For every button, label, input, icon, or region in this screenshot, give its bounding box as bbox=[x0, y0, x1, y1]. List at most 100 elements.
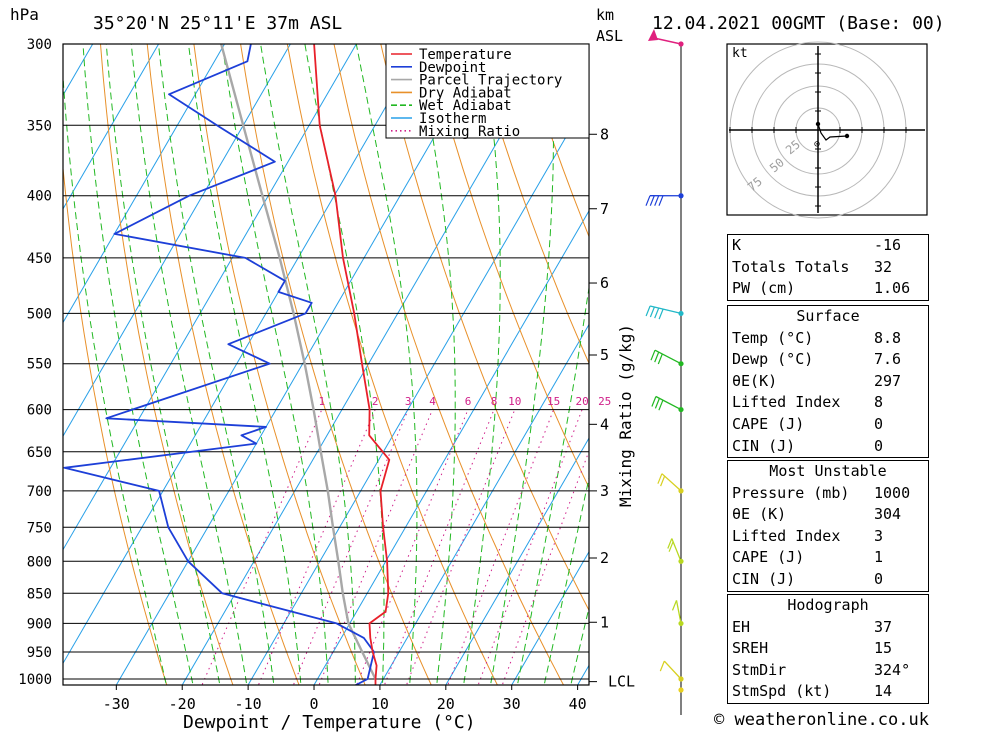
height-tick-label: 6 bbox=[600, 274, 609, 292]
dry-adiabat-line bbox=[988, 44, 1000, 700]
index-value: 1.06 bbox=[874, 279, 911, 298]
wind-barb bbox=[675, 600, 682, 624]
most-unstable-row: CAPE (J) 1 bbox=[728, 547, 928, 569]
temperature-tick-label: 0 bbox=[309, 695, 318, 713]
hodograph-trace bbox=[817, 123, 848, 141]
mixing-ratio-line bbox=[292, 409, 409, 685]
isotherm-line bbox=[247, 96, 589, 685]
wind-barb bbox=[653, 37, 682, 45]
wind-barb-feather bbox=[654, 195, 660, 206]
wet-adiabat-line bbox=[63, 69, 167, 685]
wind-barb-feather bbox=[654, 351, 660, 363]
most-unstable-value: 1 bbox=[874, 548, 884, 567]
most-unstable-label: Lifted Index bbox=[732, 526, 841, 545]
mixing-ratio-labels: 1 2 3 4 6 8 10 15 20 25 bbox=[318, 395, 611, 408]
most-unstable-label: CIN (J) bbox=[732, 569, 796, 588]
hodograph-unit-label: kt bbox=[732, 46, 748, 61]
pressure-tick-label: 550 bbox=[27, 357, 52, 373]
pressure-tick-label: 700 bbox=[27, 484, 52, 500]
wind-barb-feather bbox=[650, 349, 656, 361]
dry-adiabat-line bbox=[473, 44, 589, 365]
most-unstable-value: 1000 bbox=[874, 483, 911, 502]
surface-value: 8 bbox=[874, 393, 884, 412]
wind-barb-feather bbox=[657, 473, 663, 484]
height-tick-label: 5 bbox=[600, 346, 609, 364]
background-lines bbox=[63, 44, 1000, 700]
isotherm-line bbox=[63, 44, 291, 438]
isotherm-line bbox=[63, 44, 423, 665]
hpa-label: hPa bbox=[10, 5, 39, 24]
wind-barb-feather bbox=[658, 308, 664, 320]
wind-barb-feather bbox=[658, 399, 664, 411]
wind-barb bbox=[654, 349, 682, 365]
wet-adiabat-line bbox=[463, 44, 501, 685]
mixing-ratio-label: 10 bbox=[508, 395, 521, 408]
surface-title: Surface bbox=[796, 307, 860, 325]
legend-label-isotherm: Isotherm bbox=[419, 111, 486, 127]
isotherm-line bbox=[63, 44, 357, 551]
hodograph-table-value: 14 bbox=[874, 682, 893, 701]
profiles bbox=[63, 44, 391, 685]
dry-adiabat-line bbox=[240, 44, 432, 685]
hodograph-table-label: EH bbox=[732, 617, 751, 636]
pressure-tick-label: 350 bbox=[27, 118, 52, 134]
isotherm-line bbox=[181, 44, 555, 685]
pressure-tick-label: 850 bbox=[27, 586, 52, 602]
dry-adiabat-line bbox=[941, 44, 1000, 700]
pressure-tick-label: 950 bbox=[27, 645, 52, 661]
surface-row: Dewp (°C) 7.6 bbox=[728, 349, 928, 371]
credit-link[interactable]: © weatheronline.co.uk bbox=[714, 710, 929, 730]
temperature-axis: -30 -20 -10 0 10 20 30 40 bbox=[103, 685, 587, 713]
legend-label-mixing-ratio: Mixing Ratio bbox=[419, 124, 520, 140]
wet-adiabat-line bbox=[158, 44, 275, 685]
mixing-ratio-label: 25 bbox=[598, 395, 611, 408]
height-tick-label: 8 bbox=[600, 125, 609, 143]
wind-barb-feather bbox=[645, 305, 651, 317]
surface-value: 7.6 bbox=[874, 350, 902, 369]
pressure-tick-label: 900 bbox=[27, 616, 52, 632]
hodograph-table-label: StmDir bbox=[732, 660, 787, 679]
wind-level-dot bbox=[678, 687, 684, 693]
mixing-ratio-line bbox=[477, 409, 583, 685]
wind-barb-feather bbox=[668, 541, 674, 552]
wind-level-dot bbox=[678, 620, 684, 627]
surface-label: CAPE (J) bbox=[732, 414, 805, 433]
most-unstable-label: Pressure (mb) bbox=[732, 483, 850, 502]
surface-value: 297 bbox=[874, 371, 902, 390]
wet-adiabat-line bbox=[543, 475, 589, 685]
index-value: -16 bbox=[874, 236, 902, 254]
wind-barb-feather bbox=[649, 195, 655, 206]
temperature-tick-label: -30 bbox=[103, 695, 130, 713]
index-row-totals: Totals Totals 32 bbox=[728, 257, 928, 279]
wind-barb bbox=[661, 473, 682, 492]
hodograph-point bbox=[844, 133, 850, 139]
dry-adiabat-line bbox=[427, 44, 589, 489]
temperature-tick-label: 30 bbox=[503, 695, 521, 713]
legend-label-parcel: Parcel Trajectory bbox=[419, 73, 562, 89]
legend-box bbox=[385, 43, 590, 139]
wind-barb-feather bbox=[657, 353, 663, 365]
mixing-ratio-label: 6 bbox=[465, 395, 472, 408]
datetime-title: 12.04.2021 00GMT (Base: 00) bbox=[652, 13, 945, 34]
temperature-tick-label: 20 bbox=[437, 695, 455, 713]
wind-barb bbox=[663, 660, 682, 680]
pressure-tick-label: 300 bbox=[27, 37, 52, 53]
km-label: km bbox=[596, 6, 614, 24]
most-unstable-value: 304 bbox=[874, 505, 902, 524]
surface-row: θE(K) 297 bbox=[728, 371, 928, 393]
surface-value: 0 bbox=[874, 436, 884, 455]
wet-adiabat-line bbox=[415, 44, 456, 685]
temperature-tick-label: -20 bbox=[169, 695, 196, 713]
hodograph-table-value: 324° bbox=[874, 660, 911, 679]
surface-row: CAPE (J) 0 bbox=[728, 414, 928, 436]
pressure-tick-label: 600 bbox=[27, 403, 52, 419]
surface-row: Temp (°C) 8.8 bbox=[728, 328, 928, 350]
index-label: K bbox=[732, 236, 742, 254]
wind-level-dot bbox=[678, 41, 684, 47]
most-unstable-row: Pressure (mb) 1000 bbox=[728, 483, 928, 505]
wind-barb bbox=[649, 305, 682, 315]
hodograph-table-value: 37 bbox=[874, 617, 893, 636]
location-title: 35°20'N 25°11'E 37m ASL bbox=[93, 13, 342, 34]
